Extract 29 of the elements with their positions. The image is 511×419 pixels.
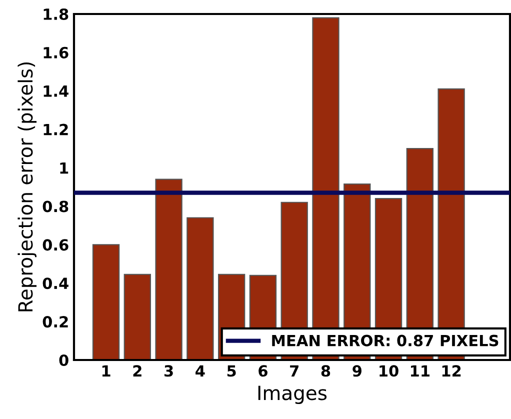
bar	[186, 217, 214, 360]
legend-label: MEAN ERROR: 0.87 PIXELS	[272, 334, 498, 346]
y-tick-label: 0.6	[42, 239, 68, 251]
y-tick-label: 0.2	[42, 316, 68, 328]
x-tick-label: 8	[321, 365, 330, 377]
x-tick-label: 3	[164, 365, 173, 377]
y-tick-label: 1.8	[44, 8, 68, 20]
y-tick-label: 1	[60, 162, 68, 174]
bar	[155, 178, 182, 360]
x-axis-title: Images	[258, 386, 327, 404]
y-tick-label: 0.8	[42, 200, 68, 212]
x-tick-label: 1	[102, 365, 110, 376]
x-tick-label: 11	[411, 365, 430, 376]
x-tick-label: 5	[227, 365, 236, 377]
x-tick-label: 7	[290, 365, 298, 376]
bar	[124, 274, 151, 360]
x-tick-label: 10	[380, 365, 398, 377]
y-axis-title: Reprojection error (pixels)	[18, 62, 37, 312]
x-tick-label: 4	[196, 365, 205, 376]
x-tick-label: 12	[442, 365, 461, 376]
y-tick-label: 1.4	[44, 86, 68, 97]
x-tick-label: 2	[133, 365, 142, 376]
x-tick-label: 9	[352, 365, 362, 377]
x-tick-label: 6	[258, 365, 268, 377]
y-tick-label: 0.4	[42, 278, 68, 290]
y-tick-label: 1.6	[44, 46, 68, 58]
y-tick-label: 1.2	[44, 124, 68, 136]
bar	[92, 244, 120, 360]
y-tick-label: 0	[59, 354, 68, 366]
